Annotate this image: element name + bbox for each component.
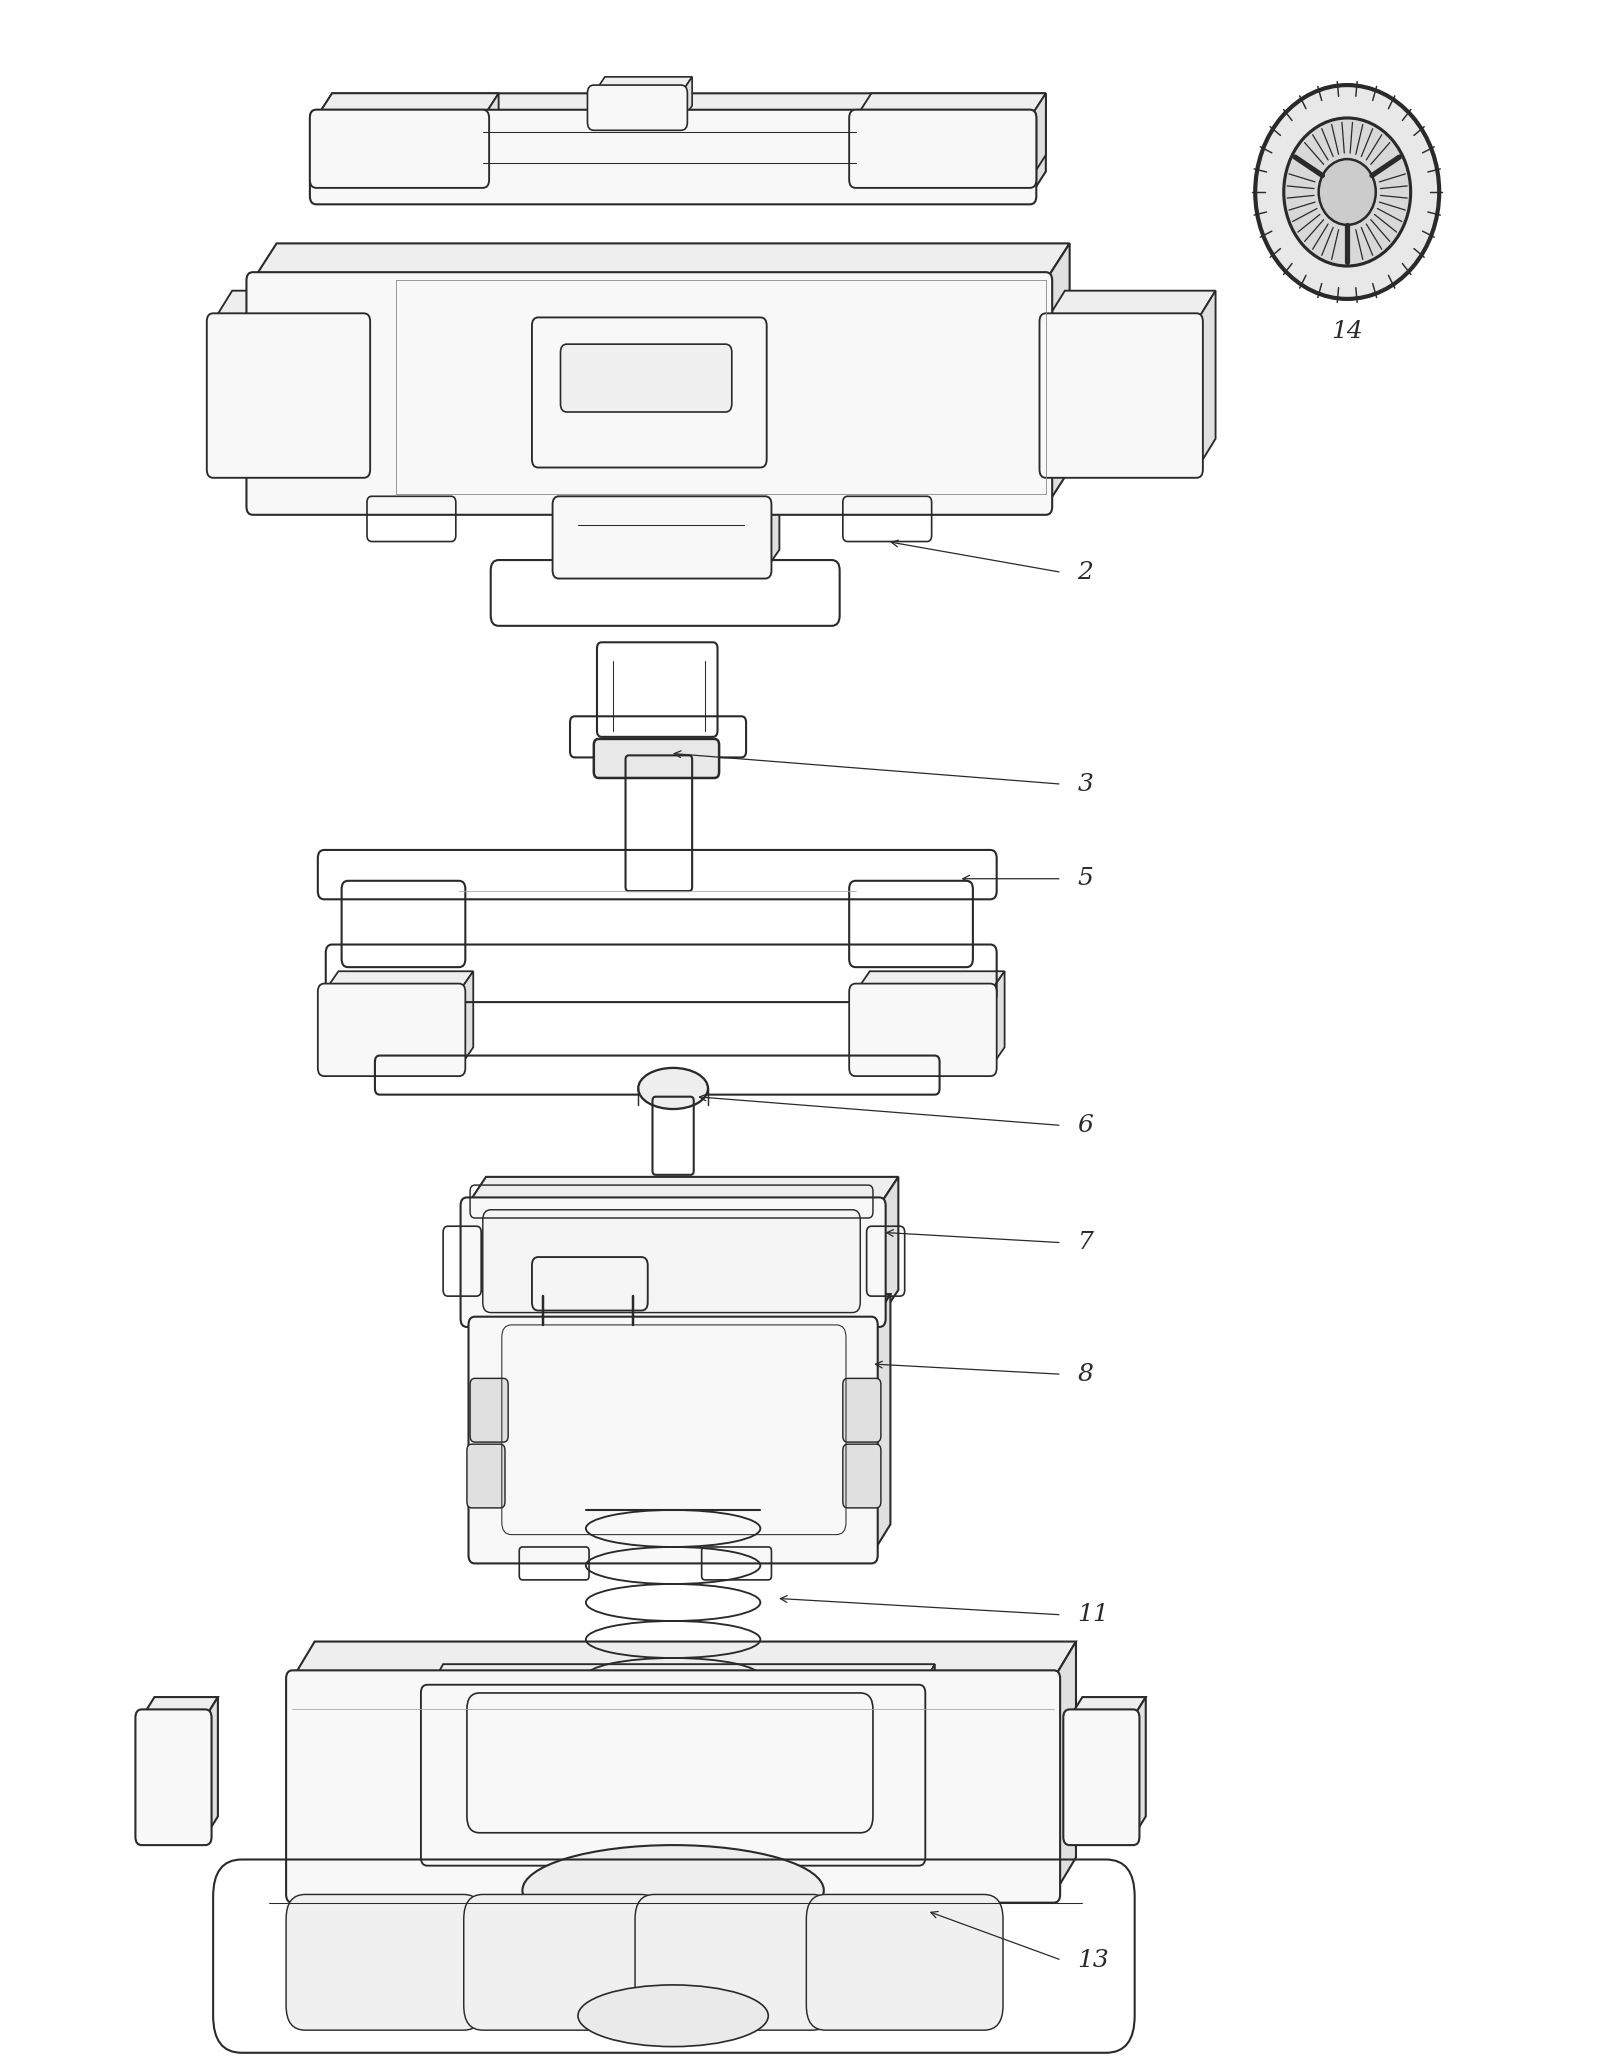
Polygon shape [760,300,776,460]
Polygon shape [1133,1697,1146,1836]
Polygon shape [538,300,776,325]
Polygon shape [566,331,738,352]
Ellipse shape [1256,85,1440,298]
FancyBboxPatch shape [286,1670,1061,1902]
FancyBboxPatch shape [310,110,1037,205]
Text: 11: 11 [1077,1604,1109,1627]
FancyBboxPatch shape [310,110,490,188]
Polygon shape [213,290,382,321]
Text: 7: 7 [1077,1232,1093,1254]
Ellipse shape [638,1068,709,1110]
FancyBboxPatch shape [483,1209,861,1312]
FancyBboxPatch shape [850,983,997,1076]
FancyBboxPatch shape [843,1379,882,1443]
Polygon shape [856,93,1046,118]
FancyBboxPatch shape [461,1196,886,1327]
FancyBboxPatch shape [843,1445,882,1507]
Polygon shape [483,93,499,180]
FancyBboxPatch shape [806,1894,1003,2031]
Polygon shape [725,331,738,404]
Polygon shape [594,77,693,93]
FancyBboxPatch shape [594,739,718,778]
Ellipse shape [523,1844,824,1935]
Polygon shape [142,1697,218,1718]
Polygon shape [1030,93,1046,180]
Polygon shape [1046,244,1070,507]
FancyBboxPatch shape [470,1379,509,1443]
Polygon shape [317,93,1046,118]
FancyBboxPatch shape [464,1894,661,2031]
Polygon shape [293,1642,1075,1679]
Text: 14: 14 [1331,321,1363,344]
Ellipse shape [1283,118,1411,267]
FancyBboxPatch shape [286,1894,483,2031]
FancyBboxPatch shape [587,85,688,130]
Polygon shape [1054,1642,1075,1894]
Polygon shape [325,971,474,992]
Text: 3: 3 [1077,772,1093,795]
Polygon shape [363,290,382,470]
Text: 2: 2 [1077,561,1093,584]
Polygon shape [427,1664,934,1693]
Polygon shape [205,1697,218,1836]
Polygon shape [990,971,1005,1068]
FancyBboxPatch shape [469,1317,878,1563]
Text: 13: 13 [1077,1948,1109,1973]
FancyBboxPatch shape [552,497,771,578]
FancyBboxPatch shape [467,1445,506,1507]
Polygon shape [317,93,499,118]
Polygon shape [856,971,1005,992]
Polygon shape [1197,290,1216,470]
Polygon shape [1030,93,1046,197]
Polygon shape [1046,290,1216,321]
Polygon shape [253,244,1070,279]
Polygon shape [765,484,779,571]
Text: 6: 6 [1077,1114,1093,1136]
FancyBboxPatch shape [635,1894,832,2031]
Ellipse shape [578,1985,768,2047]
FancyBboxPatch shape [1040,313,1203,478]
Ellipse shape [1318,159,1376,226]
FancyBboxPatch shape [421,1685,925,1865]
FancyBboxPatch shape [560,344,731,412]
Polygon shape [475,1294,891,1325]
FancyBboxPatch shape [206,313,370,478]
FancyBboxPatch shape [246,271,1053,515]
Polygon shape [918,1664,934,1857]
FancyBboxPatch shape [136,1710,211,1844]
Text: 8: 8 [1077,1362,1093,1385]
Polygon shape [467,1178,898,1205]
FancyBboxPatch shape [531,317,766,468]
Polygon shape [459,971,474,1068]
Polygon shape [558,484,779,505]
FancyBboxPatch shape [1064,1710,1139,1844]
Polygon shape [1070,1697,1146,1718]
Polygon shape [682,77,693,122]
FancyBboxPatch shape [850,110,1037,188]
Text: 5: 5 [1077,867,1093,890]
Polygon shape [872,1294,891,1555]
Polygon shape [880,1178,898,1319]
FancyBboxPatch shape [318,983,466,1076]
